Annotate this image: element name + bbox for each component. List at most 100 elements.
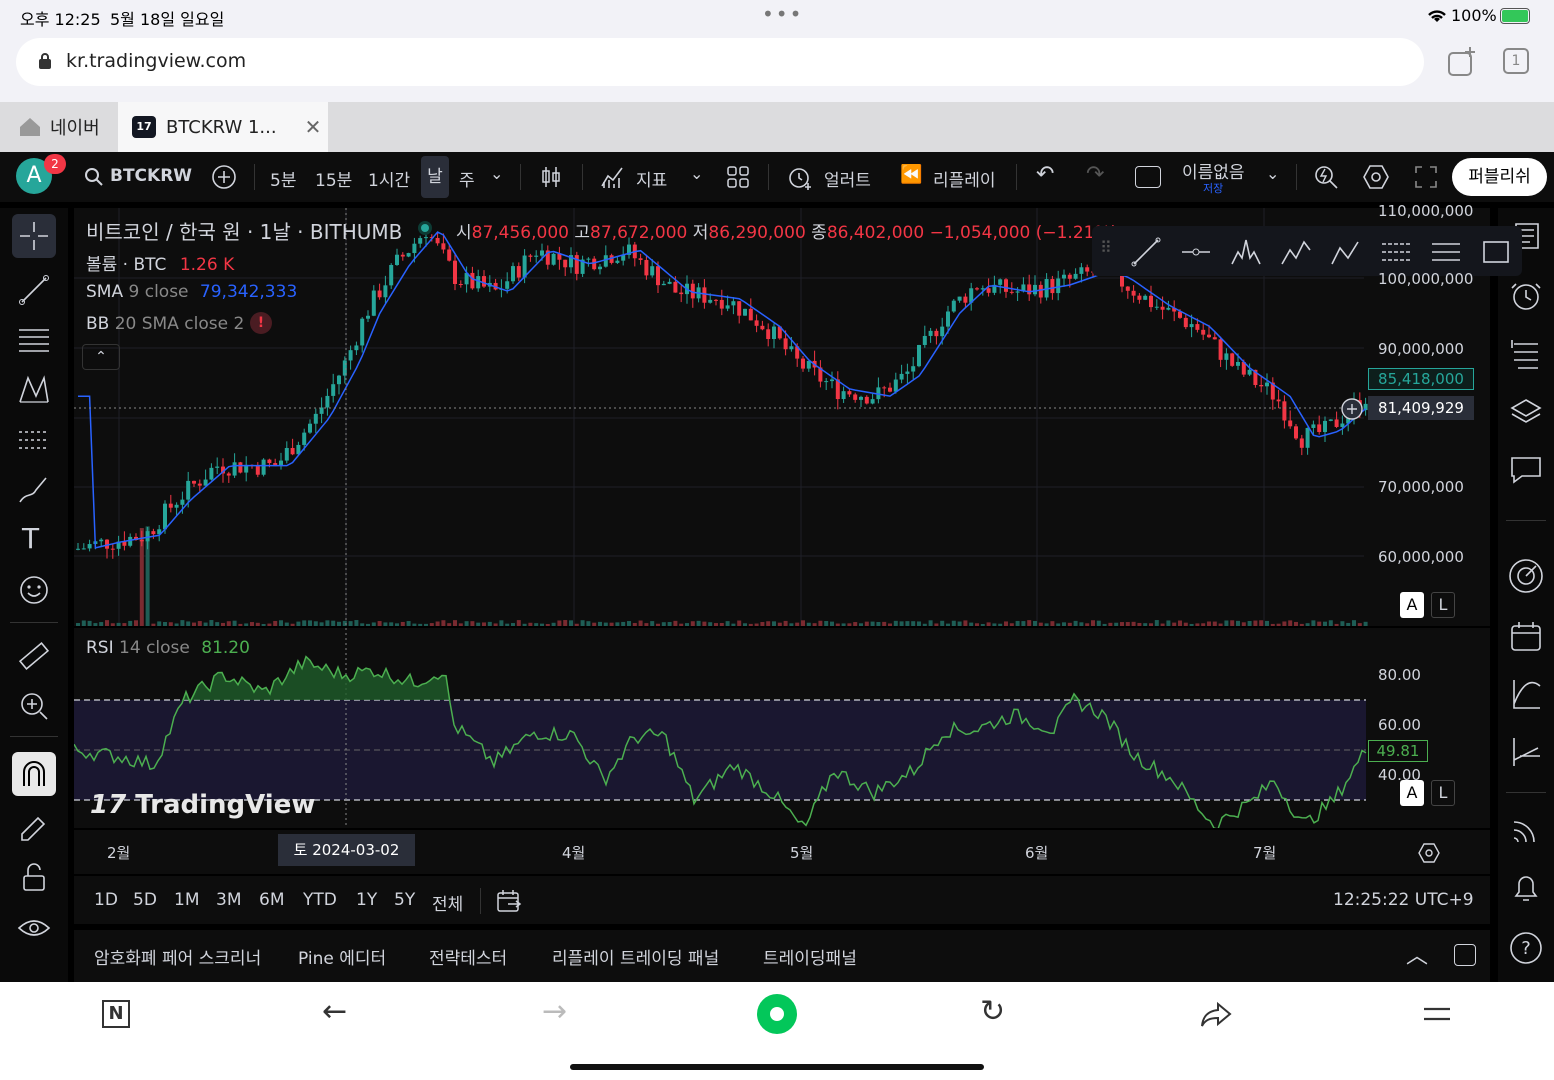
- url-field[interactable]: kr.tradingview.com: [16, 38, 1424, 86]
- tabs-count-button[interactable]: 1: [1503, 48, 1529, 74]
- abcd-pattern-icon[interactable]: [1330, 236, 1362, 268]
- collapse-legend-chevron-up-icon[interactable]: ⌃: [82, 344, 120, 370]
- go-to-date-icon[interactable]: [496, 888, 522, 914]
- tab-naver[interactable]: 네이버: [0, 102, 116, 152]
- watchlist-icon[interactable]: [1508, 218, 1544, 254]
- pine-chart-icon[interactable]: [1508, 676, 1544, 712]
- zoom-in-icon[interactable]: [16, 688, 52, 724]
- range-1y[interactable]: 1Y: [356, 890, 378, 910]
- fullscreen-icon[interactable]: [1414, 165, 1438, 189]
- broadcast-icon[interactable]: [1508, 812, 1544, 848]
- maximize-panel-icon[interactable]: [1454, 944, 1476, 966]
- range-ytd[interactable]: YTD: [303, 890, 337, 910]
- quick-search-icon[interactable]: [1313, 164, 1339, 190]
- rsi-legend[interactable]: RSI 14 close 81.20: [86, 638, 250, 658]
- range-6m[interactable]: 6M: [259, 890, 285, 910]
- tab-replay-trading-panel[interactable]: 리플레이 트레이딩 패널: [552, 949, 720, 969]
- settings-gear-icon[interactable]: [1362, 164, 1390, 190]
- ideas-target-icon[interactable]: [1506, 556, 1546, 596]
- price-chart-canvas[interactable]: [74, 208, 1490, 626]
- ruler-icon[interactable]: [16, 638, 52, 674]
- price-chart-pane[interactable]: 비트코인 / 한국 원 · 1날 · BITHUMB 시87,456,000 고…: [74, 202, 1522, 626]
- replay-rewind-icon[interactable]: ⏪: [900, 164, 923, 185]
- forward-arrow-icon[interactable]: →: [542, 994, 568, 1029]
- horizontal-line-icon[interactable]: [1180, 236, 1212, 268]
- help-icon[interactable]: ?: [1506, 928, 1546, 968]
- fib-channel-icon[interactable]: [1380, 236, 1412, 268]
- calendar-icon[interactable]: [1508, 618, 1544, 654]
- add-plus-icon[interactable]: [1340, 397, 1364, 421]
- trendline-icon[interactable]: [16, 272, 52, 308]
- range-3m[interactable]: 3M: [216, 890, 242, 910]
- range-5y[interactable]: 5Y: [394, 890, 416, 910]
- interval-5m[interactable]: 5분: [270, 171, 297, 191]
- sma-legend[interactable]: SMA 9 close 79,342,333: [86, 282, 297, 302]
- chevron-down-icon[interactable]: ⌄: [1266, 164, 1280, 183]
- new-tab-icon[interactable]: [1446, 46, 1478, 78]
- symbol-title[interactable]: 비트코인 / 한국 원 · 1날 · BITHUMB: [86, 220, 403, 244]
- indicators-icon[interactable]: [600, 164, 626, 190]
- chat-icon[interactable]: [1508, 452, 1544, 488]
- back-arrow-icon[interactable]: ←: [322, 994, 348, 1029]
- pattern-tool-icon[interactable]: [16, 372, 52, 408]
- share-icon[interactable]: [1200, 1000, 1232, 1028]
- layers-icon[interactable]: [1508, 394, 1544, 430]
- undo-icon[interactable]: ↶: [1036, 162, 1055, 187]
- close-tab-icon[interactable]: ✕: [304, 115, 322, 139]
- publish-button[interactable]: 퍼블리쉬: [1452, 158, 1547, 196]
- parallel-channel-icon[interactable]: [1430, 236, 1462, 268]
- rsi-chart-canvas[interactable]: [74, 628, 1490, 828]
- layout-name[interactable]: 이름없음: [1182, 163, 1245, 183]
- tab-pine-editor[interactable]: Pine 에디터: [298, 949, 387, 969]
- interval-15m[interactable]: 15분: [315, 171, 353, 191]
- volume-legend[interactable]: 볼륨 · BTC 1.26 K: [86, 250, 234, 275]
- unlock-icon[interactable]: [16, 860, 52, 896]
- chevron-down-icon[interactable]: ⌄: [490, 164, 504, 183]
- brush-icon[interactable]: [16, 472, 52, 508]
- naver-green-dot-icon[interactable]: [757, 994, 797, 1034]
- redo-icon[interactable]: ↷: [1086, 162, 1105, 187]
- strategy-icon[interactable]: [1508, 734, 1544, 770]
- more-dots-icon[interactable]: •••: [762, 2, 804, 26]
- interval-week[interactable]: 주: [459, 171, 475, 191]
- range-all[interactable]: 전체: [432, 895, 464, 915]
- text-tool-icon[interactable]: T: [22, 522, 40, 555]
- forecasting-tool-icon[interactable]: [16, 422, 52, 458]
- alert-button[interactable]: 얼러트: [824, 171, 871, 191]
- auto-scale-button[interactable]: A: [1400, 592, 1424, 618]
- alerts-clock-icon[interactable]: [1508, 278, 1544, 314]
- log-scale-button[interactable]: L: [1431, 592, 1455, 618]
- clock-timezone[interactable]: 12:25:22 UTC+9: [1333, 890, 1474, 910]
- alarm-clock-icon[interactable]: [786, 163, 814, 191]
- chevron-down-icon[interactable]: ⌄: [690, 164, 704, 183]
- time-axis[interactable]: 2월 토 2024-03-02 4월 5월 6월 7월: [74, 830, 1490, 874]
- chevron-up-icon[interactable]: ︿: [1406, 944, 1429, 969]
- menu-hamburger-icon[interactable]: [1422, 1004, 1452, 1024]
- emoji-icon[interactable]: [16, 572, 52, 608]
- error-icon[interactable]: !: [250, 312, 272, 334]
- tab-trading-panel[interactable]: 트레이딩패널: [763, 949, 857, 969]
- elliott-wave-icon[interactable]: [1280, 236, 1312, 268]
- magnet-tool[interactable]: [12, 752, 56, 796]
- templates-grid-icon[interactable]: [726, 165, 750, 189]
- compare-add-icon[interactable]: [211, 164, 237, 190]
- symbol-search-button[interactable]: BTCKRW: [110, 166, 193, 186]
- eye-icon[interactable]: [16, 910, 52, 946]
- layout-save-label[interactable]: 저장: [1203, 182, 1224, 195]
- bb-legend[interactable]: BB 20 SMA close 2: [86, 314, 244, 334]
- indicators-button[interactable]: 지표: [636, 171, 668, 191]
- rsi-pane[interactable]: RSI 14 close 81.20 80.00 60.00 40.00 49.…: [74, 628, 1490, 828]
- drag-handle-icon[interactable]: ⠿: [1100, 238, 1112, 257]
- crosshair-tool[interactable]: [12, 214, 56, 258]
- head-shoulders-icon[interactable]: [1230, 236, 1262, 268]
- rsi-auto-scale-button[interactable]: A: [1400, 780, 1424, 806]
- lock-drawing-pencil-icon[interactable]: [16, 808, 52, 844]
- range-1d[interactable]: 1D: [94, 890, 118, 910]
- fib-retracement-icon[interactable]: [16, 322, 52, 358]
- range-5d[interactable]: 5D: [133, 890, 157, 910]
- tab-btckrw[interactable]: 17 BTCKRW 1... ✕: [118, 102, 328, 152]
- rectangle-tool-icon[interactable]: [1480, 236, 1512, 268]
- reload-icon[interactable]: ↻: [980, 994, 1006, 1029]
- object-tree-icon[interactable]: [1508, 336, 1544, 372]
- tab-strategy-tester[interactable]: 전략테스터: [429, 949, 508, 969]
